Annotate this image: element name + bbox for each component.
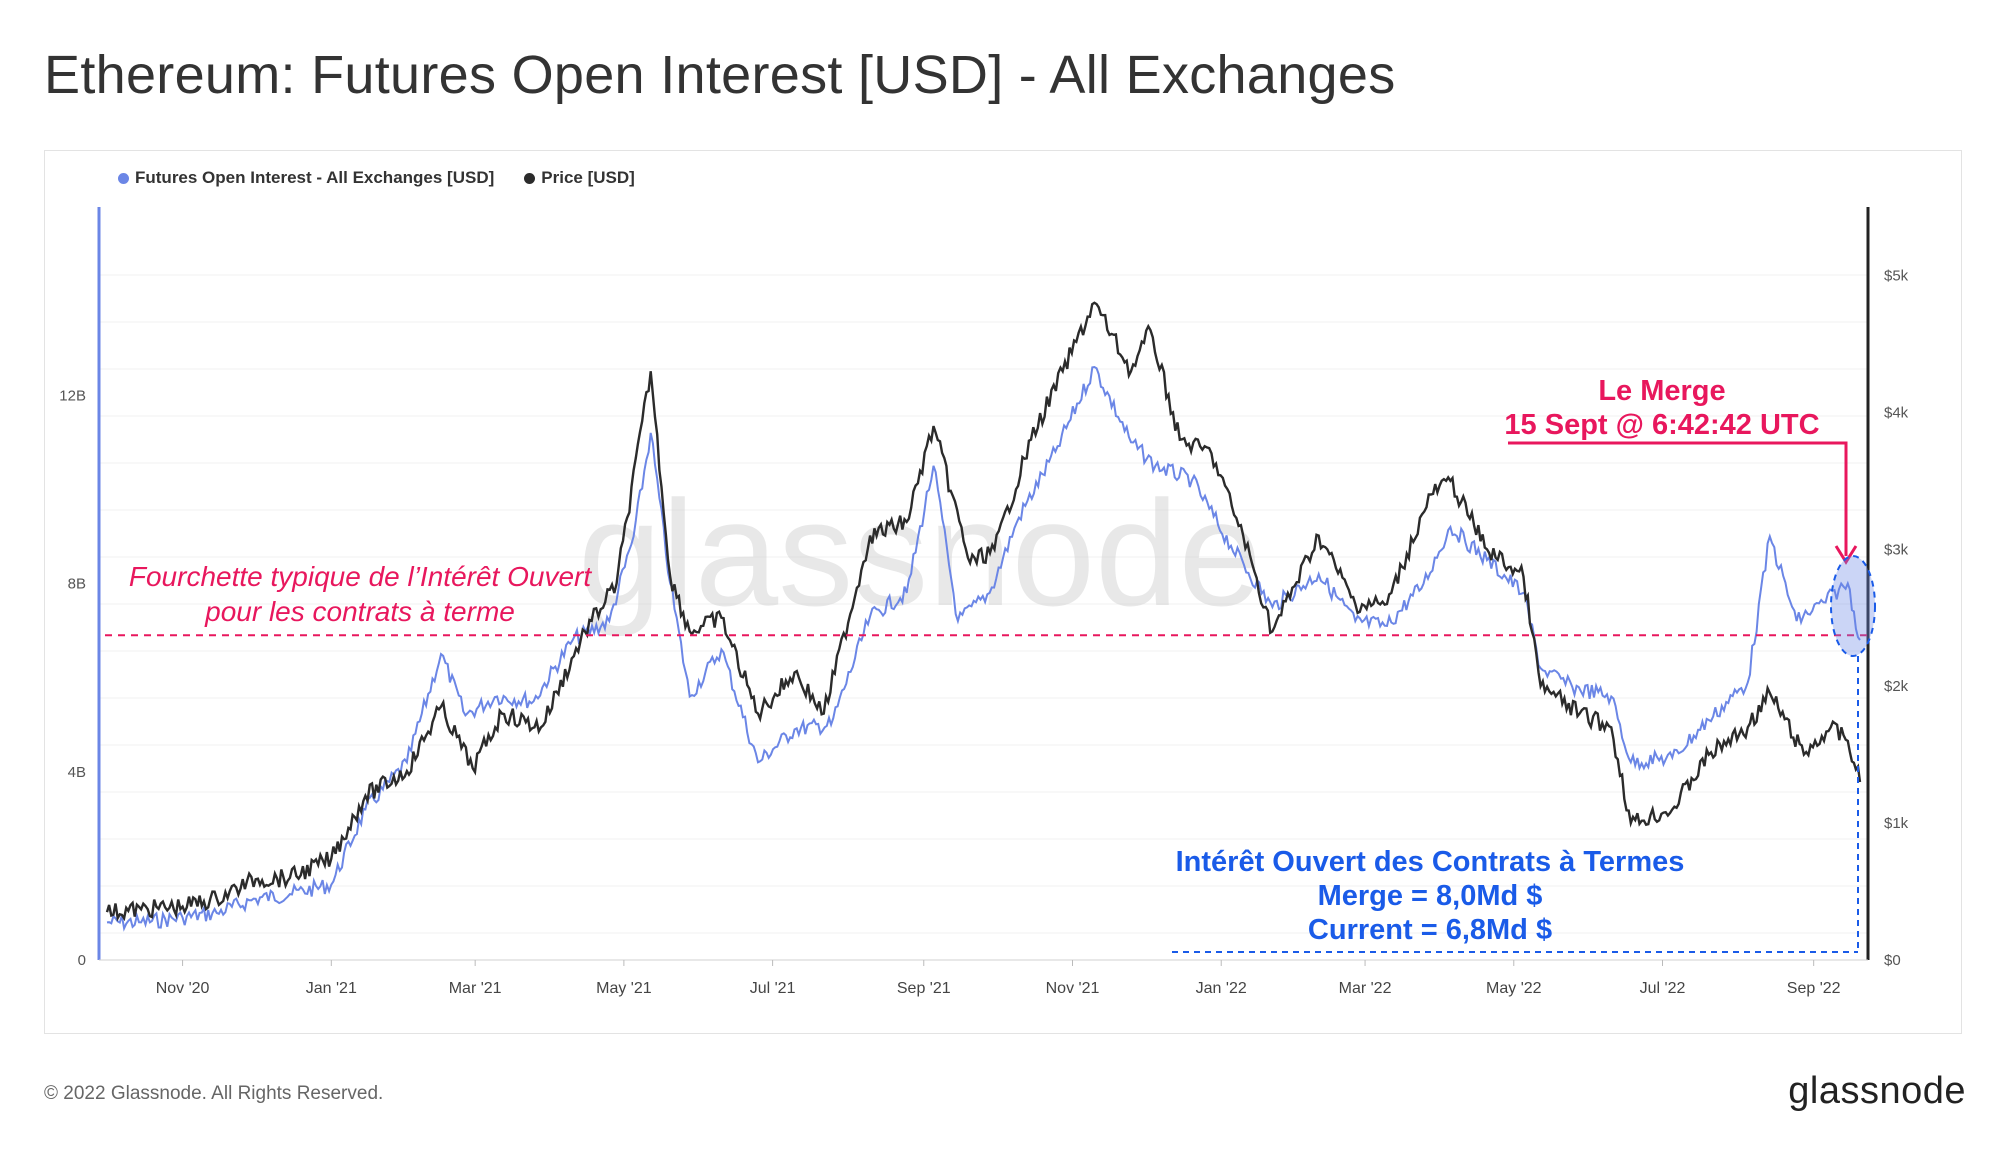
y-tick-label-left: 4B bbox=[68, 764, 86, 781]
x-tick-label: Jan '22 bbox=[1196, 980, 1247, 997]
x-tick-label: Jan '21 bbox=[306, 980, 357, 997]
x-tick-label: Jul '21 bbox=[750, 980, 796, 997]
legend-dot-oi bbox=[118, 172, 129, 184]
x-ticks: Nov '20 Jan '21 Mar '21 May '21 Jul '21 Sep '… bbox=[156, 960, 1841, 997]
range-text-line1: Fourchette typique de l’Intérêt Ouvert bbox=[129, 561, 592, 592]
x-tick-label: Sep '21 bbox=[897, 980, 951, 997]
legend-label-price: Price [USD] bbox=[541, 168, 635, 187]
legend-item-oi[interactable]: Futures Open Interest - All Exchanges [U… bbox=[118, 168, 494, 188]
y-tick-label-right: $2k bbox=[1884, 678, 1909, 695]
oi-series-line bbox=[106, 365, 1861, 932]
merge-label-line1: Le Merge bbox=[1598, 375, 1725, 407]
oi-annotation-line2: Merge = 8,0Md $ bbox=[1318, 880, 1543, 912]
merge-label-line2: 15 Sept @ 6:42:42 UTC bbox=[1504, 409, 1819, 441]
x-tick-label: Mar '21 bbox=[449, 980, 502, 997]
y-tick-label-right: $1k bbox=[1884, 815, 1909, 832]
chart-title: Ethereum: Futures Open Interest [USD] - … bbox=[44, 45, 1396, 105]
x-tick-label: Nov '21 bbox=[1046, 980, 1100, 997]
price-series-line bbox=[105, 301, 1862, 922]
y-tick-label-right: $3k bbox=[1884, 541, 1909, 558]
merge-highlight-ellipse bbox=[1830, 555, 1876, 657]
watermark: glassnode bbox=[578, 469, 1262, 637]
y-tick-label-right: $4k bbox=[1884, 404, 1909, 421]
x-tick-label: Jul '22 bbox=[1640, 980, 1686, 997]
y-tick-label-right: $5k bbox=[1884, 267, 1909, 284]
oi-annotation-line1: Intérêt Ouvert des Contrats à Termes bbox=[1176, 846, 1685, 878]
copyright-footer: © 2022 Glassnode. All Rights Reserved. bbox=[44, 1083, 384, 1104]
y-ticks-left: 0 4B 8B 12B bbox=[59, 387, 86, 969]
x-tick-label: May '21 bbox=[596, 980, 652, 997]
merge-arrow bbox=[1508, 441, 1848, 556]
y-tick-label-left: 0 bbox=[78, 952, 86, 969]
x-tick-label: Mar '22 bbox=[1339, 980, 1392, 997]
x-tick-label: May '22 bbox=[1486, 980, 1542, 997]
y-tick-label-right: $0 bbox=[1884, 952, 1901, 969]
y-tick-label-left: 12B bbox=[59, 387, 86, 404]
oi-annotation-line3: Current = 6,8Md $ bbox=[1308, 914, 1552, 946]
brand-logo[interactable]: glassnode bbox=[1788, 1070, 1966, 1112]
range-text-line2: pour les contrats à terme bbox=[204, 596, 515, 627]
y-tick-label-left: 8B bbox=[68, 576, 86, 593]
legend: Futures Open Interest - All Exchanges [U… bbox=[118, 168, 635, 188]
legend-item-price[interactable]: Price [USD] bbox=[524, 168, 635, 188]
chart-panel bbox=[44, 150, 1962, 1034]
legend-dot-price bbox=[524, 172, 536, 184]
legend-label-oi: Futures Open Interest - All Exchanges [U… bbox=[135, 168, 495, 187]
grid-lines bbox=[99, 274, 1868, 934]
merge-arrow-head bbox=[1834, 545, 1858, 565]
y-ticks-right: $0 $1k $2k $3k $4k $5k bbox=[1884, 267, 1909, 969]
x-tick-label: Nov '20 bbox=[156, 980, 210, 997]
x-tick-label: Sep '22 bbox=[1787, 980, 1841, 997]
